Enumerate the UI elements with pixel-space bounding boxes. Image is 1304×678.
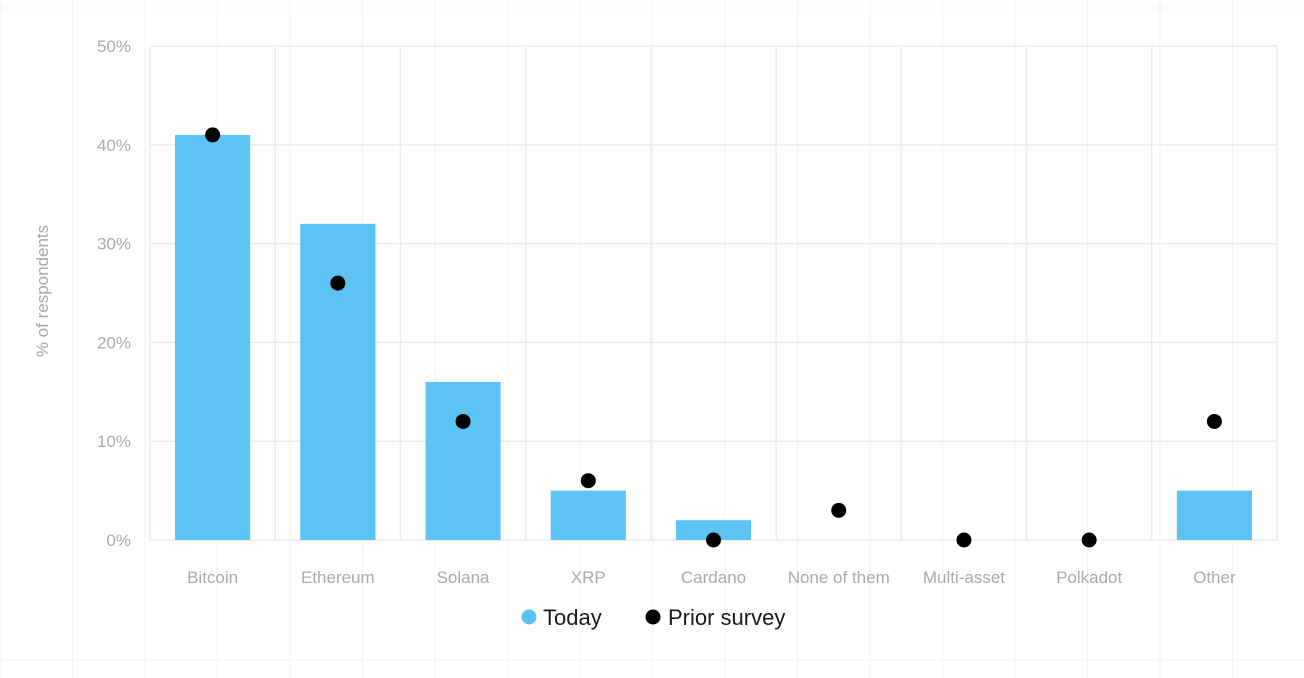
x-tick-label: XRP (571, 568, 606, 587)
legend: Today Prior survey (521, 605, 785, 630)
x-tick-label: Solana (437, 568, 490, 587)
legend-marker (521, 609, 537, 625)
x-axis-ticks: Bitcoin Ethereum Solana XRP Cardano None of t… (187, 568, 1236, 587)
legend-item: Today (521, 605, 602, 630)
point-other (1206, 413, 1222, 429)
point-none-of-them (831, 502, 847, 518)
x-tick-label: Multi-asset (923, 568, 1005, 587)
y-axis-ticks: 0% 10% 20% 30% 40% 50% (97, 37, 131, 550)
legend-label: Today (543, 605, 602, 630)
bar-xrp (550, 490, 626, 540)
bar-cardano (675, 520, 752, 540)
x-tick-label: Other (1193, 568, 1236, 587)
y-tick-label: 20% (97, 333, 131, 352)
y-tick-label: 50% (97, 37, 131, 56)
x-tick-label: None of them (788, 568, 890, 587)
point-solana (455, 413, 471, 429)
point-polkadot (1081, 532, 1097, 548)
y-tick-label: 0% (106, 531, 131, 550)
y-tick-label: 40% (97, 136, 131, 155)
y-tick-label: 30% (97, 235, 131, 254)
x-tick-label: Ethereum (301, 568, 375, 587)
bar-solana (425, 381, 501, 540)
legend-label: Prior survey (668, 605, 785, 630)
legend-item: Prior survey (645, 605, 785, 630)
bar-other (1176, 490, 1252, 540)
bar-ethereum (300, 223, 376, 540)
x-tick-label: Bitcoin (187, 568, 238, 587)
y-axis-title: % of respondents (33, 225, 52, 357)
x-tick-label: Cardano (681, 568, 746, 587)
bar-series (175, 134, 1252, 541)
point-bitcoin (205, 127, 221, 143)
legend-marker (645, 609, 661, 625)
bar-bitcoin (175, 134, 251, 541)
point-cardano (706, 532, 721, 548)
y-tick-label: 10% (97, 432, 131, 451)
scatter-series (205, 127, 1222, 548)
point-ethereum (330, 275, 346, 291)
point-xrp (580, 473, 596, 489)
x-tick-label: Polkadot (1056, 568, 1122, 587)
point-multi-asset (956, 532, 972, 548)
